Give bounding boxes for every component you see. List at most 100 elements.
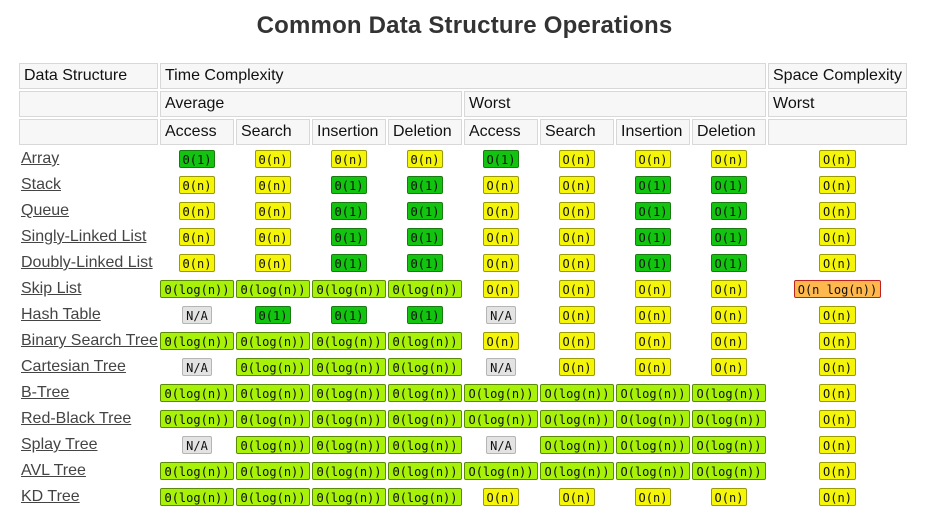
data-structure-link[interactable]: Stack [21, 176, 62, 193]
complexity-badge: N/A [182, 305, 212, 324]
data-structure-link[interactable]: Cartesian Tree [21, 358, 126, 375]
complexity-badge: Θ(n) [178, 175, 216, 194]
complexity-badge: O(1) [634, 227, 672, 246]
complexity-cell: O(n) [540, 199, 614, 223]
complexity-cell: O(n) [540, 485, 614, 509]
complexity-badge: Θ(n) [406, 149, 444, 168]
complexity-badge: O(n) [482, 175, 520, 194]
data-structure-link[interactable]: Singly-Linked List [21, 228, 147, 245]
complexity-cell: Θ(log(n)) [160, 381, 234, 405]
data-structure-cell: Hash Table [19, 303, 158, 327]
complexity-badge: O(n) [634, 149, 672, 168]
complexity-cell: O(1) [692, 251, 766, 275]
complexity-badge: O(n) [558, 487, 596, 506]
complexity-badge: Θ(n) [178, 253, 216, 272]
complexity-cell: O(n) [768, 433, 907, 457]
complexity-badge: O(n) [819, 149, 856, 168]
table-row: Skip List Θ(log(n)) Θ(log(n)) Θ(log(n)) Θ(lo… [19, 277, 907, 301]
complexity-badge: O(1) [710, 175, 748, 194]
complexity-cell: O(n) [540, 173, 614, 197]
complexity-badge: Θ(n) [254, 175, 292, 194]
complexity-badge: O(log(n)) [616, 461, 690, 480]
header-time-complexity: Time Complexity [160, 63, 766, 89]
complexity-cell: Θ(log(n)) [312, 407, 386, 431]
complexity-cell: Θ(log(n)) [160, 459, 234, 483]
complexity-cell: O(log(n)) [692, 381, 766, 405]
complexity-badge: Θ(log(n)) [312, 409, 386, 428]
complexity-badge: Θ(1) [330, 175, 368, 194]
data-structure-link[interactable]: Red-Black Tree [21, 410, 132, 427]
complexity-badge: Θ(log(n)) [312, 279, 386, 298]
complexity-cell: O(log(n)) [616, 433, 690, 457]
complexity-table: Data Structure Time Complexity Space Com… [17, 61, 909, 511]
complexity-cell: O(n) [768, 173, 907, 197]
data-structure-cell: Array [19, 147, 158, 171]
complexity-badge: N/A [486, 305, 516, 324]
data-structure-link[interactable]: Splay Tree [21, 436, 98, 453]
complexity-cell: Θ(log(n)) [388, 433, 462, 457]
data-structure-link[interactable]: Skip List [21, 280, 82, 297]
complexity-badge: O(n) [558, 227, 596, 246]
complexity-cell: Θ(1) [312, 251, 386, 275]
complexity-badge: O(n) [634, 487, 672, 506]
complexity-badge: O(log(n)) [616, 435, 690, 454]
data-structure-link[interactable]: Doubly-Linked List [21, 254, 153, 271]
complexity-cell: Θ(1) [312, 199, 386, 223]
complexity-badge: O(n) [558, 149, 596, 168]
complexity-cell: O(1) [464, 147, 538, 171]
complexity-cell: Θ(1) [312, 173, 386, 197]
complexity-cell: N/A [464, 433, 538, 457]
complexity-badge: Θ(n) [330, 149, 368, 168]
complexity-badge: Θ(n) [254, 253, 292, 272]
complexity-cell: O(1) [692, 199, 766, 223]
complexity-badge: O(n) [710, 331, 748, 350]
data-structure-link[interactable]: Hash Table [21, 306, 101, 323]
complexity-cell: Θ(log(n)) [236, 407, 310, 431]
header-op-access: Access [464, 119, 538, 145]
complexity-badge: O(n) [819, 201, 856, 220]
complexity-badge: Θ(log(n)) [388, 357, 462, 376]
complexity-cell: O(n) [540, 277, 614, 301]
complexity-cell: Θ(n) [160, 173, 234, 197]
complexity-cell: Θ(1) [312, 225, 386, 249]
complexity-badge: Θ(log(n)) [160, 383, 234, 402]
data-structure-cell: Splay Tree [19, 433, 158, 457]
complexity-cell: O(n) [692, 485, 766, 509]
complexity-badge: O(n) [819, 383, 856, 402]
data-structure-link[interactable]: AVL Tree [21, 462, 86, 479]
complexity-badge: O(n) [819, 253, 856, 272]
header-op-search: Search [540, 119, 614, 145]
complexity-badge: Θ(log(n)) [388, 331, 462, 350]
complexity-cell: O(log(n)) [692, 433, 766, 457]
complexity-cell: O(n) [616, 485, 690, 509]
header-empty-cell [19, 119, 158, 145]
complexity-badge: O(log(n)) [464, 383, 538, 402]
header-row-cases: Average Worst Worst [19, 91, 907, 117]
header-op-search: Search [236, 119, 310, 145]
data-structure-link[interactable]: Array [21, 150, 60, 167]
complexity-cell: O(log(n)) [464, 381, 538, 405]
complexity-cell: O(n) [616, 329, 690, 353]
complexity-badge: Θ(n) [254, 227, 292, 246]
complexity-cell: Θ(log(n)) [312, 381, 386, 405]
complexity-badge: O(n) [558, 201, 596, 220]
page-title: Common Data Structure Operations [256, 12, 673, 39]
complexity-cell: Θ(log(n)) [388, 381, 462, 405]
complexity-badge: Θ(log(n)) [236, 435, 310, 454]
complexity-badge: Θ(n) [178, 201, 216, 220]
complexity-cell: Θ(1) [388, 173, 462, 197]
complexity-cell: Θ(log(n)) [236, 485, 310, 509]
complexity-cell: Θ(log(n)) [312, 329, 386, 353]
header-empty-cell [768, 119, 907, 145]
data-structure-cell: Skip List [19, 277, 158, 301]
data-structure-link[interactable]: KD Tree [21, 488, 80, 505]
data-structure-link[interactable]: Binary Search Tree [21, 332, 158, 349]
complexity-cell: Θ(n) [236, 199, 310, 223]
data-structure-link[interactable]: B-Tree [21, 384, 70, 401]
data-structure-link[interactable]: Queue [21, 202, 70, 219]
complexity-badge: O(n) [482, 253, 520, 272]
complexity-badge: Θ(log(n)) [388, 409, 462, 428]
complexity-badge: O(n) [558, 279, 596, 298]
complexity-cell: O(n) [464, 199, 538, 223]
complexity-badge: Θ(1) [406, 305, 444, 324]
